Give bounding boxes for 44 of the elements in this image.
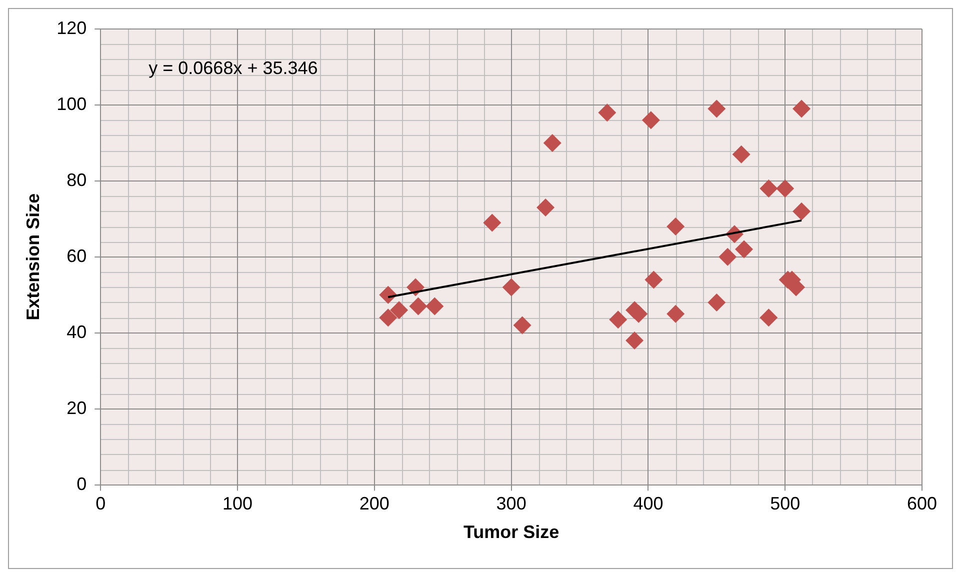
x-axis-title: Tumor Size (463, 522, 560, 542)
point (792, 100, 811, 118)
point (543, 134, 562, 152)
y-tick-label: 80 (66, 170, 87, 190)
point (760, 180, 778, 198)
y-tick-label: 60 (66, 246, 87, 266)
point (390, 301, 408, 320)
y-tick-label: 40 (66, 322, 87, 342)
point (536, 198, 555, 217)
point (598, 104, 616, 122)
point (708, 293, 726, 312)
point (732, 145, 750, 164)
x-tick-label: 400 (633, 494, 664, 514)
point (718, 248, 737, 266)
y-tick-label: 0 (76, 474, 87, 494)
point (792, 202, 811, 220)
point (483, 214, 502, 232)
point (666, 304, 685, 323)
x-tick-label: 0 (96, 494, 106, 514)
annotation: y = 0.0668x + 35.346 (148, 58, 318, 78)
y-tick-label: 20 (66, 398, 87, 418)
y-tick-label: 120 (56, 18, 87, 38)
x-tick-label: 200 (359, 494, 390, 514)
point (708, 100, 726, 118)
point (630, 304, 648, 323)
x-tick-label: 300 (496, 494, 526, 514)
point (776, 180, 794, 198)
point (379, 308, 398, 327)
point (426, 297, 444, 316)
point (735, 240, 754, 258)
x-tick-label: 100 (222, 494, 253, 514)
x-tick-label: 500 (770, 494, 800, 514)
point (409, 297, 428, 316)
point (513, 316, 532, 334)
y-tick-label: 100 (56, 94, 87, 114)
point (666, 218, 685, 236)
point (626, 331, 644, 350)
point (644, 270, 663, 289)
point (502, 278, 520, 296)
point (760, 308, 778, 327)
point (642, 111, 660, 130)
y-axis-title: Extension Size (22, 193, 43, 320)
point (609, 310, 628, 329)
x-tick-label: 600 (906, 494, 938, 514)
